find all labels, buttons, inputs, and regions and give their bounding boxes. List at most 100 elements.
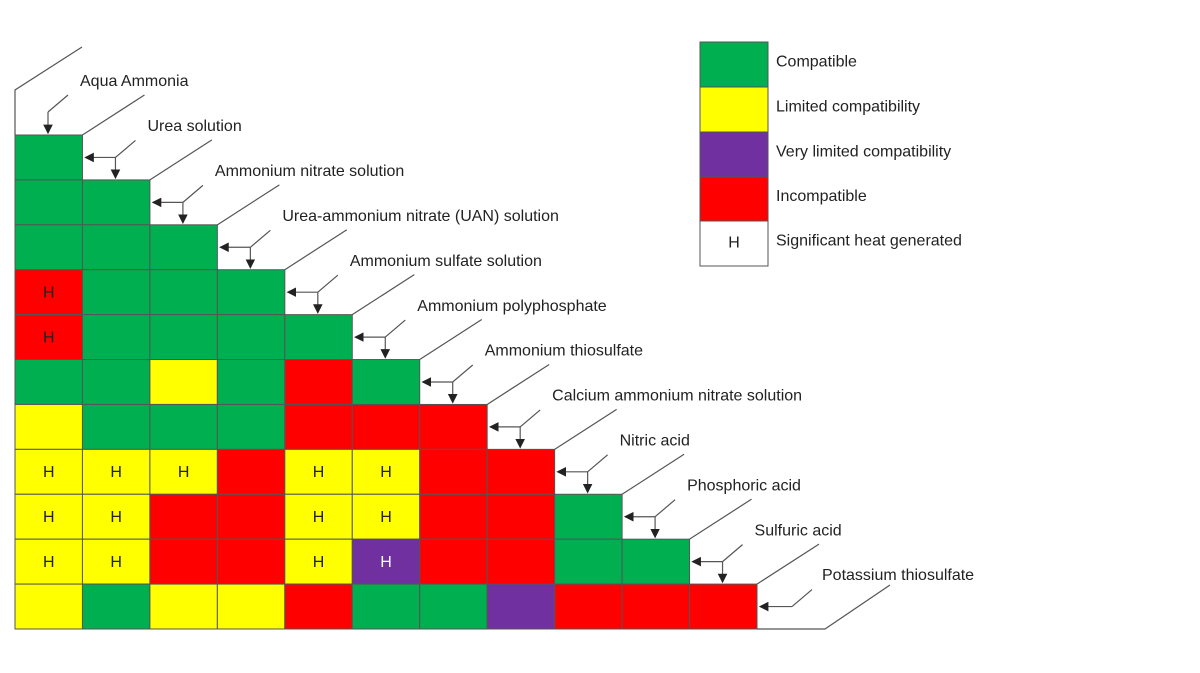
cell bbox=[216, 493, 286, 540]
row-label: Nitric acid bbox=[620, 432, 690, 449]
arrow bbox=[384, 319, 406, 338]
cell bbox=[284, 359, 353, 405]
cell bbox=[216, 314, 286, 361]
cell bbox=[149, 583, 218, 630]
leader-line bbox=[82, 94, 145, 136]
cell bbox=[486, 448, 556, 495]
cell bbox=[689, 583, 758, 630]
heat-mark: H bbox=[43, 464, 55, 481]
cell bbox=[216, 269, 286, 316]
row-label: Urea-ammonium nitrate (UAN) solution bbox=[282, 208, 559, 225]
arrow bbox=[587, 454, 609, 473]
row-label: Urea solution bbox=[147, 118, 241, 135]
cell bbox=[149, 269, 218, 316]
cell bbox=[216, 583, 286, 630]
cell bbox=[216, 538, 286, 585]
cell bbox=[554, 538, 623, 585]
legend-swatch bbox=[699, 220, 769, 267]
legend-swatch bbox=[699, 176, 769, 222]
arrow bbox=[317, 274, 339, 293]
cell bbox=[284, 314, 353, 361]
cell bbox=[351, 448, 421, 495]
cell bbox=[621, 538, 691, 585]
cell bbox=[351, 359, 421, 405]
cell bbox=[81, 403, 151, 450]
heat-mark: H bbox=[43, 554, 55, 571]
cell bbox=[81, 448, 151, 495]
heat-mark: H bbox=[43, 509, 55, 526]
heat-mark: H bbox=[43, 329, 55, 346]
heat-mark: H bbox=[178, 464, 190, 481]
arrow bbox=[182, 184, 204, 203]
arrow bbox=[791, 589, 813, 608]
cell bbox=[284, 448, 353, 495]
cell bbox=[81, 179, 151, 226]
cell bbox=[14, 538, 83, 585]
row-label: Ammonium sulfate solution bbox=[350, 253, 542, 270]
cell bbox=[14, 583, 83, 630]
row-label: Ammonium nitrate solution bbox=[215, 163, 404, 180]
cell bbox=[486, 583, 556, 630]
heat-mark: H bbox=[110, 554, 122, 571]
cell bbox=[216, 403, 286, 450]
heat-mark: H bbox=[110, 464, 122, 481]
cell bbox=[81, 269, 151, 316]
legend-swatch bbox=[699, 41, 769, 88]
cell bbox=[149, 359, 218, 405]
cell bbox=[14, 179, 83, 226]
cell bbox=[419, 538, 488, 585]
row-label: Calcium ammonium nitrate solution bbox=[552, 388, 802, 405]
legend-label: Compatible bbox=[776, 54, 857, 71]
cell bbox=[284, 583, 353, 630]
cell bbox=[419, 403, 488, 450]
row-label: Ammonium polyphosphate bbox=[417, 298, 607, 315]
cell bbox=[554, 493, 623, 540]
arrow bbox=[47, 94, 69, 113]
leader-line bbox=[284, 229, 348, 271]
arrow bbox=[519, 409, 541, 428]
cell bbox=[149, 493, 218, 540]
cell bbox=[14, 448, 83, 495]
cell bbox=[486, 538, 556, 585]
legend-label: Significant heat generated bbox=[776, 233, 962, 250]
arrow bbox=[249, 229, 271, 248]
leader-line bbox=[486, 363, 550, 405]
arrow bbox=[654, 499, 676, 518]
heat-mark: H bbox=[313, 554, 325, 571]
legend-label: Very limited compatibility bbox=[776, 144, 951, 161]
heat-mark: H bbox=[313, 464, 325, 481]
cell bbox=[284, 403, 353, 450]
legend-symbol: H bbox=[728, 235, 740, 252]
cell bbox=[81, 583, 151, 630]
cell bbox=[81, 224, 151, 271]
cell bbox=[14, 403, 83, 450]
legend-swatch bbox=[699, 86, 769, 133]
leader-line bbox=[149, 139, 213, 181]
cell bbox=[419, 448, 488, 495]
cell bbox=[486, 493, 556, 540]
cell bbox=[14, 359, 83, 405]
row-label: Sulfuric acid bbox=[755, 522, 842, 539]
outline bbox=[757, 584, 891, 630]
leader-line bbox=[419, 319, 483, 361]
heat-mark: H bbox=[43, 284, 55, 301]
cell bbox=[81, 359, 151, 405]
heat-mark: H bbox=[380, 464, 392, 481]
cell bbox=[216, 448, 286, 495]
cell bbox=[351, 403, 421, 450]
leader-line bbox=[217, 184, 280, 226]
arrow bbox=[452, 364, 474, 383]
row-label: Phosphoric acid bbox=[687, 477, 801, 494]
leader-line bbox=[756, 543, 820, 585]
heat-mark: H bbox=[380, 509, 392, 526]
cell bbox=[14, 224, 83, 271]
row-label: Potassium thiosulfate bbox=[822, 567, 974, 584]
arrow bbox=[722, 544, 743, 563]
cell bbox=[419, 583, 488, 630]
leader-line bbox=[351, 274, 415, 316]
leader-line bbox=[621, 453, 685, 495]
cell bbox=[419, 493, 488, 540]
cell bbox=[216, 359, 286, 405]
cell bbox=[149, 538, 218, 585]
